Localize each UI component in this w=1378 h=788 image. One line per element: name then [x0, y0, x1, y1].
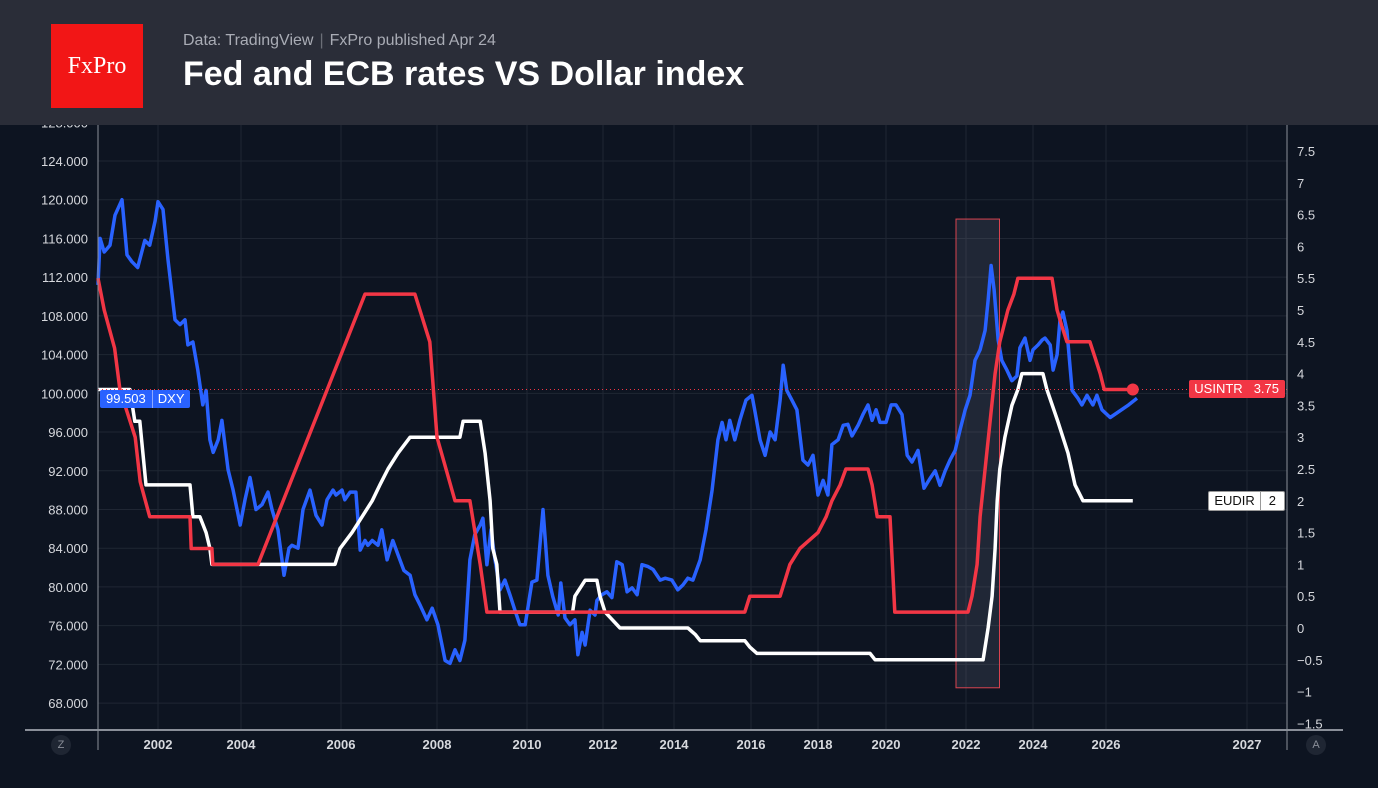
right-axis-tick: −0.5	[1297, 653, 1323, 668]
x-axis-tick: 2024	[1019, 737, 1049, 752]
left-axis-tick: 104.000	[41, 348, 88, 363]
auto-scale-button[interactable]: A	[1306, 735, 1326, 755]
left-axis-tick: 96.000	[48, 425, 88, 440]
x-axis-tick: 2022	[952, 737, 981, 752]
x-axis-tick: 2002	[144, 737, 173, 752]
separator: |	[319, 32, 324, 49]
dxy-price-badge: 99.503 DXY	[100, 390, 190, 408]
chart-subtitle: Data: TradingView | FxPro published Apr 24	[183, 32, 496, 50]
right-axis-tick: 6.5	[1297, 208, 1315, 223]
left-axis-tick: 124.000	[41, 154, 88, 169]
eudir-badge: EUDIR 2	[1208, 491, 1285, 511]
x-axis-tick: 2020	[872, 737, 901, 752]
zoom-button[interactable]: Z	[51, 735, 71, 755]
right-axis-tick: 5.5	[1297, 271, 1315, 286]
right-axis-tick: 4	[1297, 367, 1304, 382]
right-axis-tick: 6	[1297, 239, 1304, 254]
x-axis-tick: 2018	[804, 737, 833, 752]
published-note: FxPro published Apr 24	[329, 32, 496, 49]
highlight-box	[955, 218, 1000, 689]
right-axis-tick: 7	[1297, 176, 1304, 191]
x-axis-tick: 2027	[1233, 737, 1262, 752]
right-axis-tick: 1	[1297, 557, 1304, 572]
right-axis-tick: 2	[1297, 494, 1304, 509]
logo-text: FxPro	[67, 52, 127, 79]
left-axis-tick: 84.000	[48, 541, 88, 556]
right-axis-tick: 0	[1297, 621, 1304, 636]
eudir-last-value: 2	[1259, 492, 1284, 510]
x-axis-tick: 2010	[513, 737, 542, 752]
highlight-rect	[955, 218, 1000, 689]
usintr-badge: USINTR 3.75	[1189, 380, 1285, 398]
x-axis-tick: 2006	[327, 737, 356, 752]
right-axis-tick: 3.5	[1297, 398, 1315, 413]
fxpro-logo: FxPro	[51, 24, 143, 108]
right-axis-tick: 7.5	[1297, 144, 1315, 159]
right-axis-tick: 2.5	[1297, 462, 1315, 477]
x-axis-tick: 2004	[227, 737, 257, 752]
chart-title: Fed and ECB rates VS Dollar index	[183, 55, 745, 93]
left-axis-tick: 120.000	[41, 193, 88, 208]
axes: 128.000124.000120.000116.000112.000108.0…	[25, 115, 1343, 752]
left-axis-tick: 76.000	[48, 619, 88, 634]
series-line-usintr	[96, 276, 1133, 614]
right-axis-tick: 5	[1297, 303, 1304, 318]
usintr-last-point	[1126, 383, 1139, 396]
x-axis-tick: 2012	[589, 737, 618, 752]
usintr-label: USINTR	[1194, 381, 1243, 396]
grid	[98, 121, 1287, 730]
left-axis-tick: 92.000	[48, 464, 88, 479]
chart-header: FxPro Data: TradingView | FxPro published …	[0, 0, 1378, 125]
left-axis-tick: 112.000	[42, 270, 88, 285]
x-axis-tick: 2014	[660, 737, 690, 752]
right-axis-tick: −1	[1297, 685, 1312, 700]
series-lines	[96, 197, 1287, 666]
left-axis-tick: 80.000	[48, 580, 88, 595]
left-axis-tick: 116.000	[42, 231, 88, 246]
data-source: Data: TradingView	[183, 32, 314, 49]
left-axis-tick: 88.000	[48, 502, 88, 517]
eudir-label: EUDIR	[1214, 493, 1255, 508]
x-axis-tick: 2026	[1092, 737, 1121, 752]
left-axis-tick: 72.000	[48, 657, 88, 672]
left-axis-tick: 68.000	[48, 696, 88, 711]
dxy-last-value: 99.503	[106, 391, 146, 406]
dxy-label: DXY	[151, 390, 190, 408]
x-axis-tick: 2016	[737, 737, 766, 752]
right-axis-tick: 0.5	[1297, 589, 1315, 604]
right-axis-tick: −1.5	[1297, 716, 1323, 731]
right-axis-tick: 4.5	[1297, 335, 1315, 350]
left-axis-tick: 108.000	[41, 309, 88, 324]
right-axis-tick: 3	[1297, 430, 1304, 445]
usintr-last-value: 3.75	[1253, 381, 1279, 396]
x-axis-tick: 2008	[423, 737, 452, 752]
left-axis-tick: 100.000	[41, 386, 88, 401]
right-axis-tick: 1.5	[1297, 526, 1315, 541]
